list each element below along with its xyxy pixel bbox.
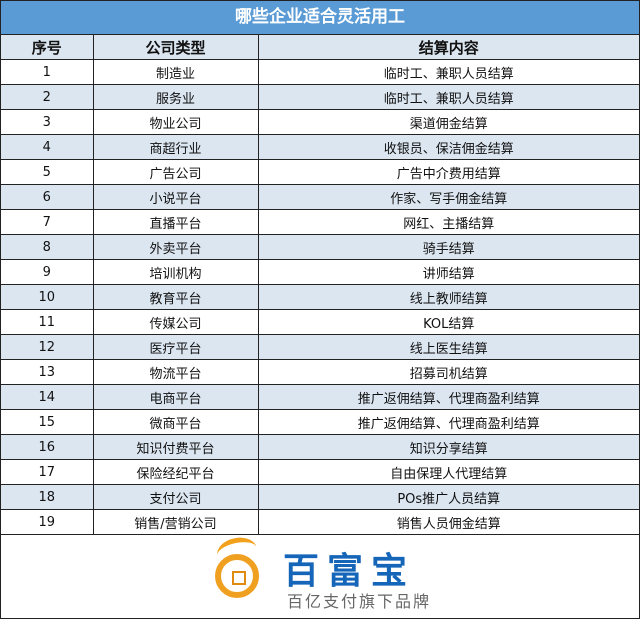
cell-company-type: 物业公司 [92,109,259,135]
cell-settlement: 推广返佣结算、代理商盈利结算 [257,384,639,410]
cell-company-type: 传媒公司 [92,309,259,335]
cell-settlement: 线上教师结算 [257,284,639,310]
cell-company-type: 保险经纪平台 [92,459,259,485]
cell-index: 10 [1,284,94,310]
cell-settlement: 销售人员佣金结算 [257,509,639,535]
cell-company-type: 销售/营销公司 [92,509,259,535]
cell-index: 19 [1,509,94,535]
table-row: 14 电商平台 推广返佣结算、代理商盈利结算 [1,384,639,410]
cell-company-type: 培训机构 [92,259,259,285]
cell-index: 16 [1,434,94,460]
cell-index: 12 [1,334,94,360]
cell-settlement: POs推广人员结算 [257,484,639,510]
cell-settlement: 收银员、保洁佣金结算 [257,134,639,160]
header-index: 序号 [1,35,94,60]
table-row: 15 微商平台 推广返佣结算、代理商盈利结算 [1,409,639,435]
table-row: 19 销售/营销公司 销售人员佣金结算 [1,509,639,535]
cell-settlement: 渠道佣金结算 [257,109,639,135]
cell-company-type: 教育平台 [92,284,259,310]
table-row: 3 物业公司 渠道佣金结算 [1,109,639,135]
cell-company-type: 小说平台 [92,184,259,210]
cell-index: 4 [1,134,94,160]
cell-company-type: 物流平台 [92,359,259,385]
cell-settlement: 广告中介费用结算 [257,159,639,185]
cell-index: 13 [1,359,94,385]
cell-company-type: 外卖平台 [92,234,259,260]
table-row: 16 知识付费平台 知识分享结算 [1,434,639,460]
cell-settlement: 线上医生结算 [257,334,639,360]
cell-index: 8 [1,234,94,260]
table-row: 6 小说平台 作家、写手佣金结算 [1,184,639,210]
header-row: 序号 公司类型 结算内容 [1,35,639,60]
table-row: 18 支付公司 POs推广人员结算 [1,484,639,510]
cell-index: 7 [1,209,94,235]
header-settlement: 结算内容 [257,35,639,60]
cell-settlement: 讲师结算 [257,259,639,285]
table-row: 2 服务业 临时工、兼职人员结算 [1,84,639,110]
brand-tagline: 百亿支付旗下品牌 [287,592,432,611]
table-row: 11 传媒公司 KOL结算 [1,309,639,335]
table-row: 13 物流平台 招募司机结算 [1,359,639,385]
cell-company-type: 微商平台 [92,409,259,435]
cell-settlement: 招募司机结算 [257,359,639,385]
cell-index: 6 [1,184,94,210]
cell-settlement: 临时工、兼职人员结算 [257,59,639,85]
cell-index: 11 [1,309,94,335]
cell-index: 18 [1,484,94,510]
table-row: 5 广告公司 广告中介费用结算 [1,159,639,185]
cell-settlement: 自由保理人代理结算 [257,459,639,485]
cell-settlement: 推广返佣结算、代理商盈利结算 [257,409,639,435]
cell-settlement: 骑手结算 [257,234,639,260]
cell-settlement: KOL结算 [257,309,639,335]
cell-company-type: 医疗平台 [92,334,259,360]
cell-settlement: 作家、写手佣金结算 [257,184,639,210]
cell-settlement: 网红、主播结算 [257,209,639,235]
cell-index: 1 [1,59,94,85]
cell-index: 17 [1,459,94,485]
brand-name: 百富宝 [283,551,416,592]
cell-index: 9 [1,259,94,285]
cell-company-type: 制造业 [92,59,259,85]
cell-index: 14 [1,384,94,410]
cell-index: 15 [1,409,94,435]
company-table: 序号 公司类型 结算内容 1 制造业 临时工、兼职人员结算 2 服务业 临时工、兼职人员结… [1,35,639,535]
cell-company-type: 商超行业 [92,134,259,160]
coin-icon [215,554,259,598]
cell-company-type: 支付公司 [92,484,259,510]
cell-company-type: 电商平台 [92,384,259,410]
cell-company-type: 服务业 [92,84,259,110]
cell-settlement: 临时工、兼职人员结算 [257,84,639,110]
table-row: 1 制造业 临时工、兼职人员结算 [1,59,639,85]
cell-company-type: 知识付费平台 [92,434,259,460]
table-row: 17 保险经纪平台 自由保理人代理结算 [1,459,639,485]
table-row: 12 医疗平台 线上医生结算 [1,334,639,360]
brand-logo: 百富宝 百亿支付旗下品牌 [1,534,639,616]
cell-company-type: 广告公司 [92,159,259,185]
header-company-type: 公司类型 [92,35,259,60]
table-row: 4 商超行业 收银员、保洁佣金结算 [1,134,639,160]
cell-index: 5 [1,159,94,185]
table-row: 10 教育平台 线上教师结算 [1,284,639,310]
table-row: 7 直播平台 网红、主播结算 [1,209,639,235]
table-row: 8 外卖平台 骑手结算 [1,234,639,260]
cell-index: 2 [1,84,94,110]
table-title: 哪些企业适合灵活用工 [1,1,639,35]
cell-settlement: 知识分享结算 [257,434,639,460]
table-row: 9 培训机构 讲师结算 [1,259,639,285]
cell-company-type: 直播平台 [92,209,259,235]
cell-index: 3 [1,109,94,135]
